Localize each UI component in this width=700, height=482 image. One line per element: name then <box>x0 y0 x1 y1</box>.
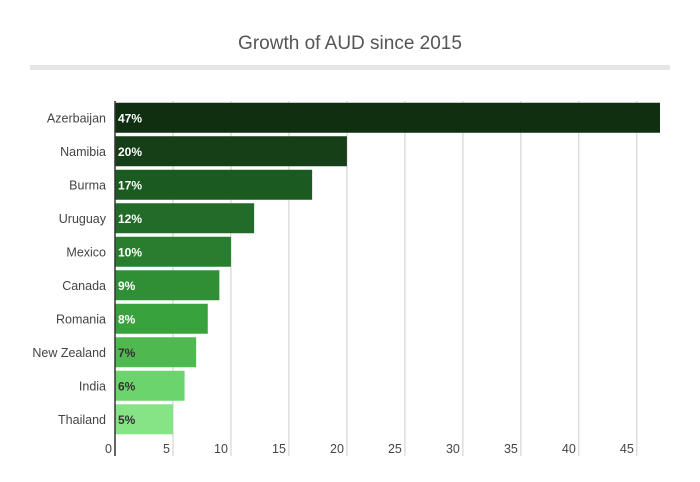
bar <box>115 236 231 267</box>
bar <box>115 303 208 334</box>
x-axis-tick-labels: 0 5 10 15 20 25 30 35 40 45 <box>105 442 634 456</box>
category-label: Uruguay <box>59 212 107 226</box>
category-label: Burma <box>69 178 106 192</box>
data-label: 5% <box>118 413 136 427</box>
bar <box>115 203 255 234</box>
title-divider <box>30 65 670 70</box>
x-tick-label: 15 <box>272 442 286 456</box>
chart-title: Growth of AUD since 2015 <box>238 33 462 54</box>
bar <box>115 169 313 200</box>
category-label: Canada <box>62 279 106 293</box>
category-label: Thailand <box>58 413 106 427</box>
category-label: New Zealand <box>32 346 106 360</box>
data-label: 6% <box>118 379 136 393</box>
bar <box>115 337 197 368</box>
bar <box>115 270 220 301</box>
x-tick-label: 5 <box>163 442 170 456</box>
x-tick-label: 40 <box>562 442 576 456</box>
category-label: India <box>79 379 106 393</box>
x-tick-label: 30 <box>446 442 460 456</box>
category-label: Azerbaijan <box>47 111 106 125</box>
data-labels: 47% 20% 17% 12% 10% 9% 8% 7% 6% 5% <box>118 111 142 427</box>
data-label: 47% <box>118 111 142 125</box>
data-label: 17% <box>118 178 142 192</box>
category-label: Mexico <box>66 245 106 259</box>
x-tick-label: 35 <box>504 442 518 456</box>
category-labels: Azerbaijan Namibia Burma Uruguay Mexico Canad… <box>32 111 106 427</box>
data-label: 8% <box>118 312 136 326</box>
data-label: 9% <box>118 279 136 293</box>
bar <box>115 136 347 167</box>
x-tick-label: 10 <box>214 442 228 456</box>
bar <box>115 102 660 133</box>
category-label: Romania <box>56 312 106 326</box>
data-label: 10% <box>118 245 142 259</box>
bar <box>115 370 185 401</box>
bar <box>115 404 173 435</box>
bars <box>115 102 660 435</box>
x-tick-label: 25 <box>388 442 402 456</box>
data-label: 7% <box>118 346 136 360</box>
x-tick-label: 20 <box>330 442 344 456</box>
x-tick-label: 45 <box>620 442 634 456</box>
x-tick-label: 0 <box>105 442 112 456</box>
data-label: 20% <box>118 145 142 159</box>
data-label: 12% <box>118 212 142 226</box>
category-label: Namibia <box>60 145 106 159</box>
